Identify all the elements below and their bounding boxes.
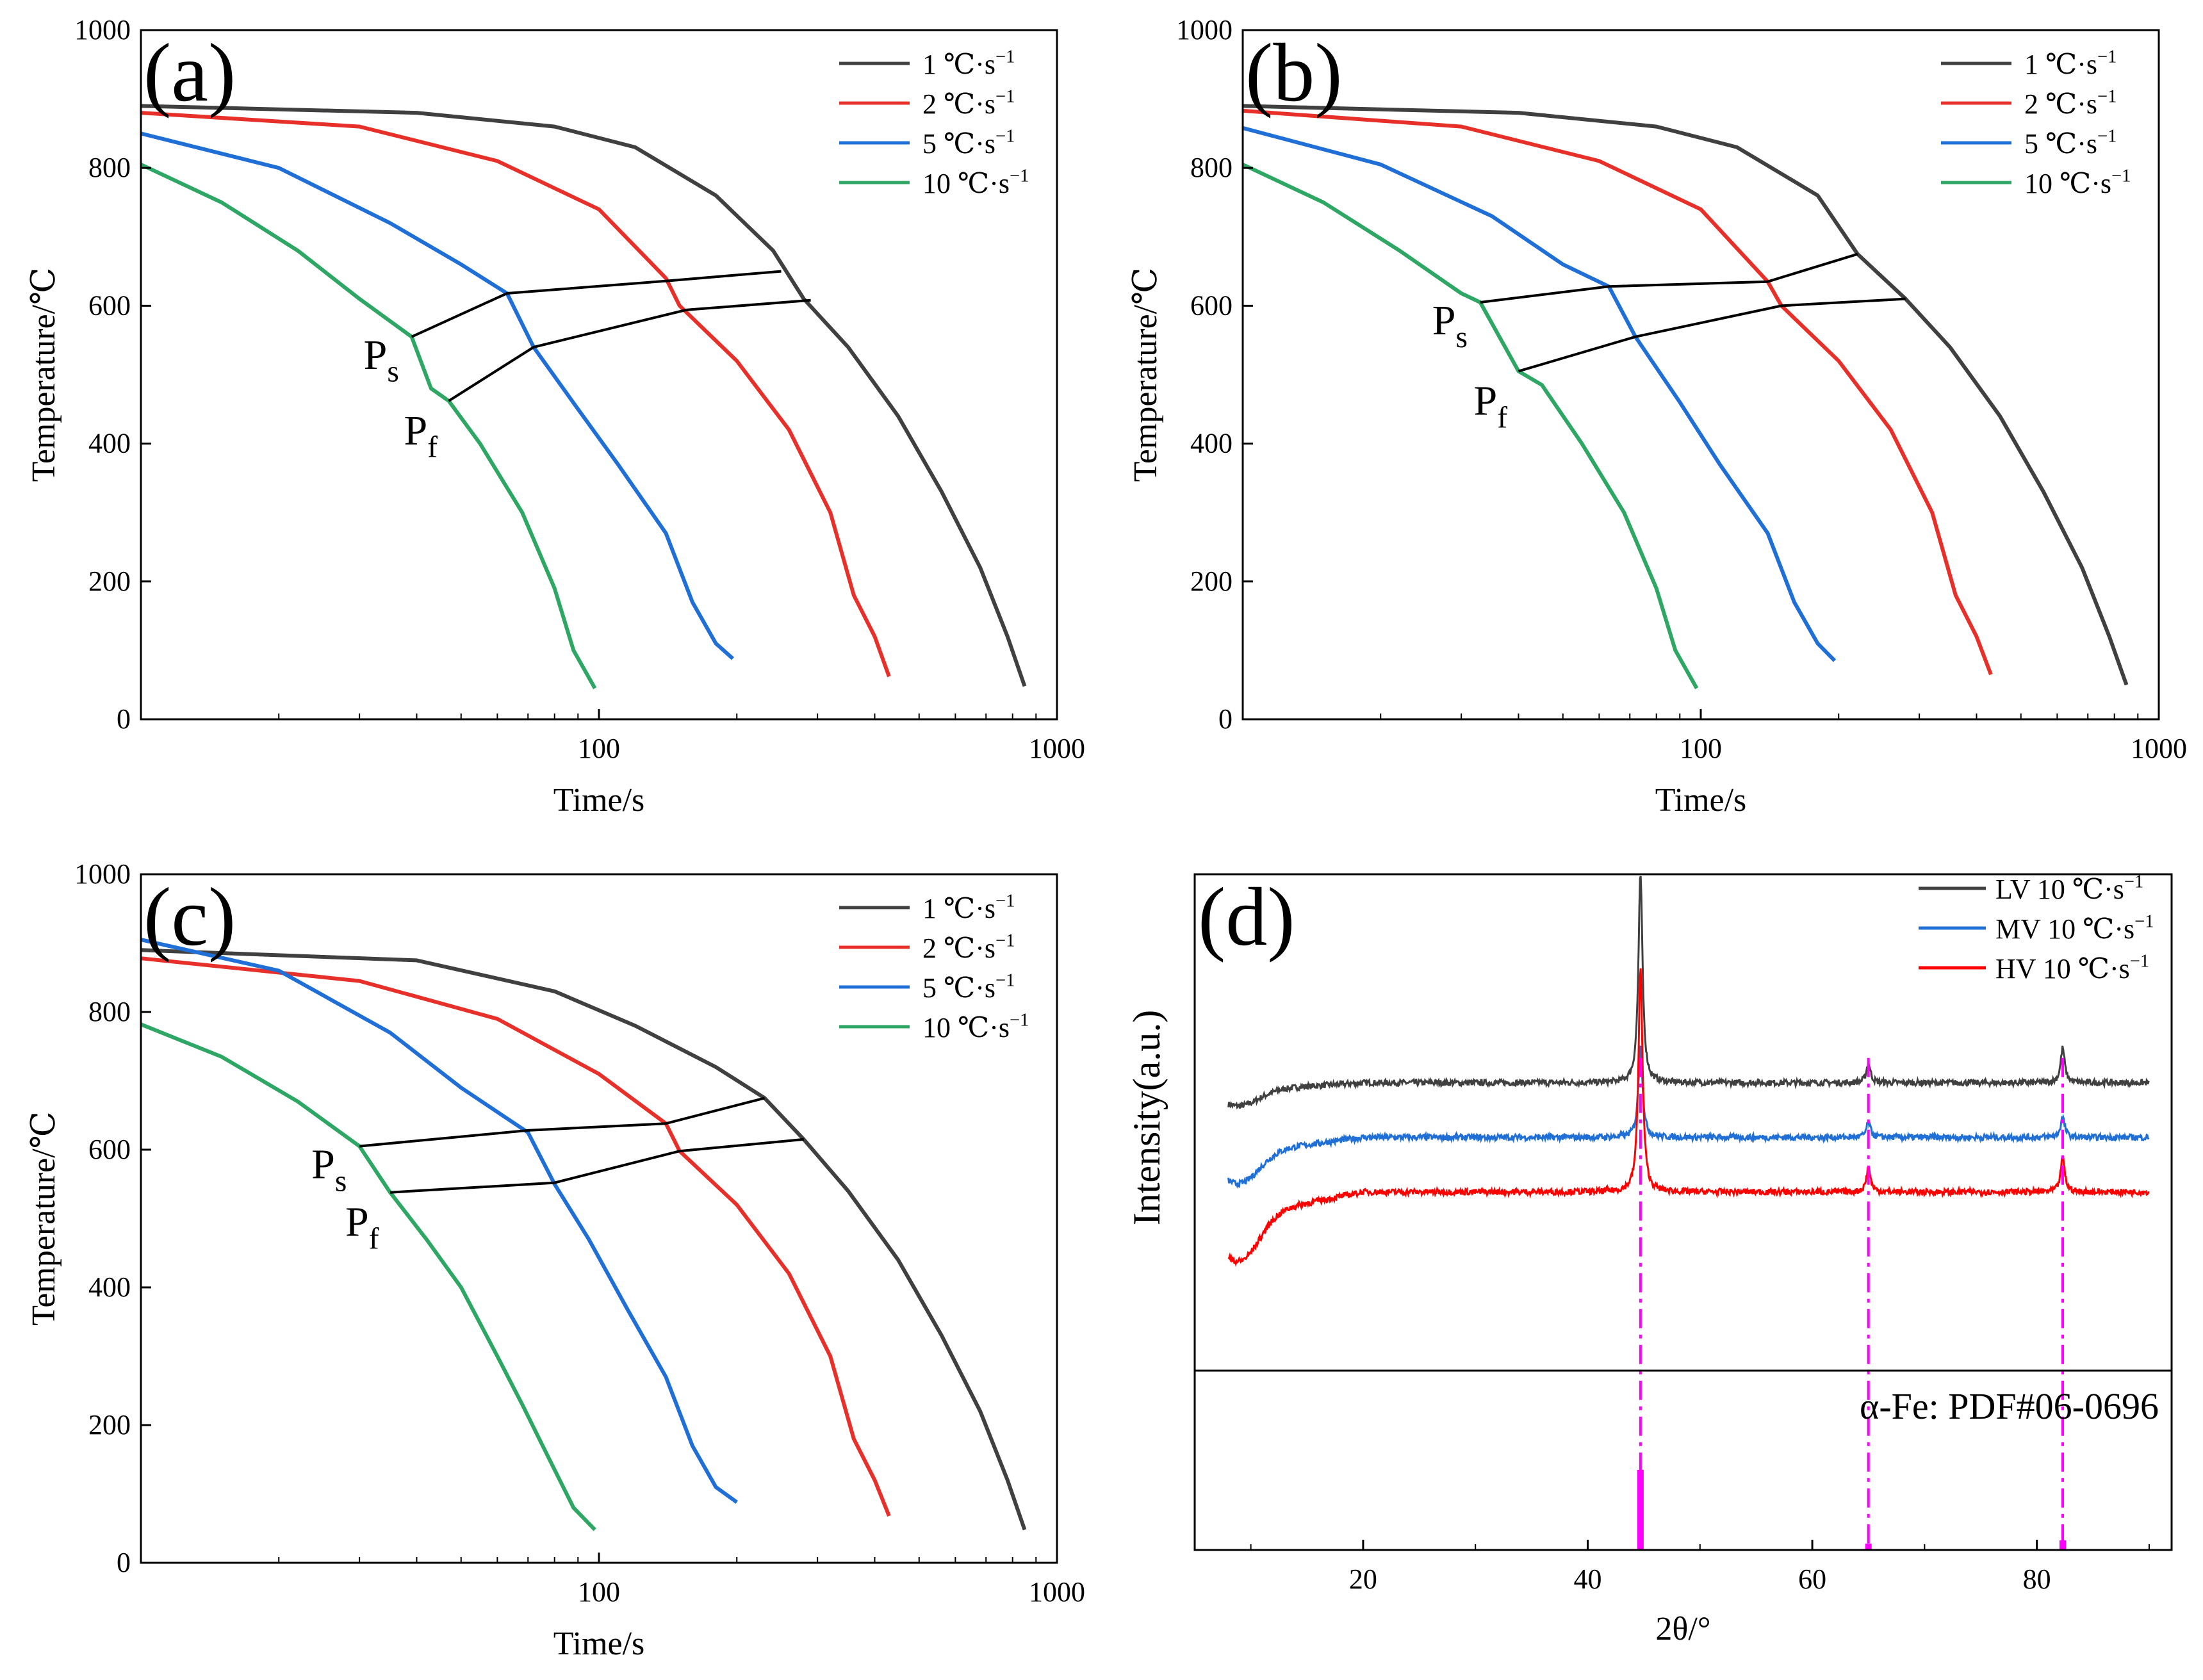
- pf-label: Pf: [345, 1199, 379, 1256]
- y-tick-label: 600: [1190, 290, 1233, 321]
- reference-peak-bar: [1865, 1544, 1872, 1550]
- legend-label: 10 ℃·s−1: [2024, 166, 2131, 199]
- y-tick-label: 600: [88, 1134, 131, 1165]
- legend-label: 5 ℃·s−1: [922, 126, 1015, 159]
- series-line-2: [140, 956, 891, 1517]
- x-tick-label: 40: [1574, 1563, 1602, 1595]
- y-tick-label: 0: [117, 1547, 131, 1578]
- legend-label: 5 ℃·s−1: [922, 970, 1015, 1004]
- legend-label: 5 ℃·s−1: [2024, 126, 2117, 159]
- x-tick-label: 100: [1680, 733, 1722, 764]
- legend-label: 1 ℃·s−1: [922, 47, 1015, 80]
- legend-label: HV 10 ℃·s−1: [1995, 951, 2149, 984]
- series-line-1: [1242, 104, 2129, 686]
- y-tick-label: 400: [1190, 428, 1233, 459]
- series-line-1: [140, 104, 1027, 687]
- ps-line: [359, 1097, 766, 1148]
- ps-label: Ps: [364, 332, 399, 389]
- y-axis-label: Temperature/℃: [26, 1111, 62, 1326]
- y-tick-label: 400: [88, 428, 131, 459]
- plot-frame: [140, 29, 1058, 721]
- legend-label: 2 ℃·s−1: [922, 931, 1015, 964]
- x-tick-label: 1000: [1029, 733, 1085, 764]
- legend-label: 10 ℃·s−1: [922, 1010, 1029, 1043]
- plot-frame: [1241, 29, 2160, 721]
- y-tick-label: 1000: [1176, 14, 1233, 45]
- y-tick-label: 1000: [74, 858, 131, 890]
- ps-label: Ps: [311, 1141, 347, 1198]
- panel-label: (c): [143, 871, 236, 963]
- x-tick-label: 1000: [2131, 733, 2187, 764]
- reference-peak-bar: [1637, 1470, 1644, 1550]
- panel-d: α-Fe: PDF#06-0696 20 40 60 80 2θ/° Intensity(a…: [1126, 871, 2173, 1647]
- y-axis-label: Intensity(a.u.): [1126, 1010, 1168, 1226]
- series-line-3: [140, 938, 738, 1504]
- x-tick-label: 1000: [1029, 1576, 1085, 1608]
- legend-label: 2 ℃·s−1: [922, 86, 1015, 120]
- plot-frame: [140, 873, 1058, 1564]
- pf-line: [448, 298, 811, 402]
- legend-label: 1 ℃·s−1: [922, 891, 1015, 924]
- y-tick-label: 600: [88, 290, 131, 321]
- y-tick-label: 200: [1190, 566, 1233, 597]
- x-tick-label: 100: [578, 1576, 620, 1608]
- legend-label: 2 ℃·s−1: [2024, 86, 2117, 120]
- plot-frame: [1193, 873, 2173, 1551]
- ps-line: [411, 270, 782, 338]
- x-tick-label: 80: [2023, 1563, 2051, 1595]
- y-tick-label: 0: [117, 703, 131, 735]
- pf-line: [389, 1138, 804, 1194]
- series-line-4: [140, 163, 597, 690]
- y-tick-label: 200: [88, 566, 131, 597]
- panel-label: (b): [1245, 27, 1343, 119]
- pf-label: Pf: [404, 407, 438, 464]
- y-axis-label: Temperature/℃: [1127, 268, 1164, 482]
- series-line-3: [140, 131, 734, 660]
- y-tick-label: 200: [88, 1409, 131, 1440]
- y-tick-label: 0: [1218, 703, 1233, 735]
- y-axis-label: Temperature/℃: [26, 268, 62, 482]
- pf-label: Pf: [1473, 378, 1507, 435]
- y-tick-label: 800: [88, 996, 131, 1027]
- xrd-pattern-3: [1227, 968, 2150, 1268]
- ps-label: Ps: [1432, 297, 1468, 354]
- series-line-2: [140, 111, 891, 678]
- legend-label: 1 ℃·s−1: [2024, 47, 2117, 80]
- panel-label: (d): [1198, 871, 1295, 963]
- x-axis-label: 2θ/°: [1655, 1611, 1710, 1647]
- y-tick-label: 800: [88, 152, 131, 183]
- reference-label: α-Fe: PDF#06-0696: [1860, 1385, 2159, 1427]
- series-line-4: [1241, 163, 1699, 690]
- x-tick-label: 60: [1798, 1563, 1826, 1595]
- x-axis-label: Time/s: [553, 1626, 645, 1662]
- y-tick-label: 1000: [74, 14, 131, 45]
- legend-label: MV 10 ℃·s−1: [1995, 911, 2154, 945]
- xrd-pattern-1: [1227, 876, 2150, 1110]
- y-tick-label: 400: [88, 1271, 131, 1303]
- ps-line: [1480, 252, 1858, 304]
- x-axis-label: Time/s: [553, 782, 645, 819]
- legend-label: LV 10 ℃·s−1: [1995, 872, 2143, 905]
- xrd-pattern-2: [1227, 1045, 2150, 1189]
- series-line-2: [1242, 108, 1993, 676]
- series-line-4: [140, 1022, 596, 1531]
- series-line-3: [1242, 126, 1837, 662]
- legend-label: 10 ℃·s−1: [922, 166, 1029, 199]
- panel-label: (a): [143, 27, 236, 119]
- series-line-1: [140, 948, 1027, 1531]
- reference-peak-bar: [2059, 1540, 2066, 1550]
- x-tick-label: 20: [1349, 1563, 1377, 1595]
- x-axis-label: Time/s: [1655, 782, 1747, 819]
- pf-line: [1518, 297, 1906, 373]
- y-tick-label: 800: [1190, 152, 1233, 183]
- x-tick-label: 100: [578, 733, 620, 764]
